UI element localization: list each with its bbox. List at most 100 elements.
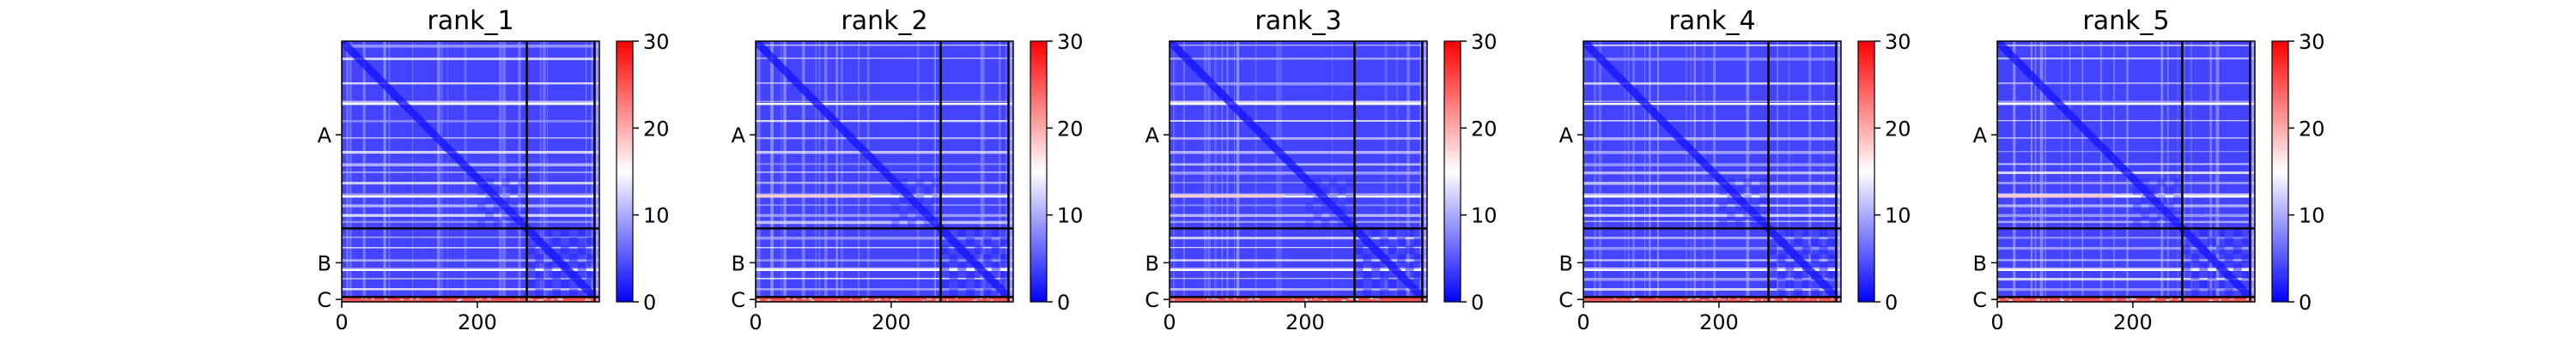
heatmap-chain-c-detail bbox=[861, 298, 865, 300]
heatmap-row-stripe bbox=[756, 214, 1013, 217]
heatmap-row-stripe bbox=[1997, 196, 2255, 198]
heatmap-block-texture bbox=[1727, 178, 1735, 187]
heatmap-block-texture bbox=[1321, 186, 1330, 196]
chain-label-B: B bbox=[1559, 251, 1573, 275]
heatmap-block-texture bbox=[509, 186, 519, 196]
heatmap-row-stripe bbox=[1170, 163, 1427, 166]
heatmap-block-texture bbox=[501, 195, 510, 203]
heatmap-row-stripe bbox=[1997, 182, 2255, 184]
heatmap-chain-c-detail bbox=[2060, 299, 2064, 302]
heatmap-block-texture bbox=[1827, 288, 1837, 298]
heatmap-row-stripe bbox=[1170, 247, 1427, 249]
heatmap-block-texture bbox=[957, 228, 967, 238]
heatmap-chain-c-detail bbox=[1348, 298, 1352, 300]
heatmap-block-texture bbox=[2241, 254, 2251, 263]
heatmap-block-texture bbox=[899, 195, 908, 203]
chain-label-B: B bbox=[318, 251, 331, 275]
heatmap-chain-c-detail bbox=[1242, 299, 1244, 302]
heatmap-block-texture bbox=[586, 271, 595, 280]
heatmap-row-stripe bbox=[1997, 220, 2255, 224]
heatmap-block-texture bbox=[577, 245, 586, 255]
heatmap-block-texture bbox=[535, 271, 544, 280]
heatmap-row-stripe bbox=[1997, 268, 2255, 270]
heatmap-chain-c-detail bbox=[385, 298, 388, 300]
heatmap-chain-c-detail bbox=[544, 298, 547, 299]
heatmap-block-texture bbox=[1371, 228, 1381, 238]
heatmap-row-stripe bbox=[1583, 247, 1841, 250]
heatmap-chain-c-detail bbox=[896, 299, 898, 302]
heatmap-chain-c-detail bbox=[2099, 298, 2103, 300]
heatmap-block-texture bbox=[1363, 271, 1372, 280]
heatmap-block-texture bbox=[1777, 271, 1786, 280]
heatmap-row-stripe bbox=[1170, 151, 1427, 154]
heatmap-chain-c-detail bbox=[526, 298, 530, 300]
heatmap-chain-c-detail bbox=[890, 298, 893, 301]
heatmap-chain-c-detail bbox=[874, 298, 878, 301]
heatmap-block-texture bbox=[982, 237, 992, 246]
x-tick-label: 0 bbox=[749, 310, 762, 334]
chain-label-B: B bbox=[732, 251, 745, 275]
heatmap-row-stripe bbox=[1997, 57, 2255, 60]
heatmap-row-stripe bbox=[756, 151, 1013, 154]
heatmap-block-texture bbox=[2132, 220, 2142, 228]
panel-title: rank_4 bbox=[1668, 6, 1755, 36]
heatmap-block-texture bbox=[2216, 262, 2225, 272]
heatmap-row-stripe bbox=[1170, 204, 1427, 207]
heatmap-chain-c-detail bbox=[926, 298, 929, 300]
heatmap-chain-c-detail bbox=[885, 298, 887, 300]
heatmap-row-stripe bbox=[342, 247, 599, 249]
heatmap-block-texture bbox=[1819, 228, 1828, 238]
panel-title: rank_3 bbox=[1255, 6, 1341, 36]
heatmap-block-texture bbox=[2165, 202, 2174, 212]
heatmap-block-texture bbox=[1371, 280, 1381, 289]
heatmap-block-texture bbox=[949, 288, 958, 298]
heatmap-block-texture bbox=[949, 237, 958, 246]
heatmap-block-texture bbox=[1794, 237, 1802, 246]
heatmap-block-texture bbox=[1768, 280, 1777, 289]
chain-label-C: C bbox=[731, 288, 745, 312]
heatmap-block-texture bbox=[1413, 271, 1423, 280]
heatmap-block-texture bbox=[949, 254, 958, 263]
heatmap-chain-c-detail bbox=[1345, 299, 1347, 302]
heatmap bbox=[1583, 41, 1841, 302]
heatmap-block-texture bbox=[2208, 288, 2216, 298]
heatmap bbox=[342, 41, 599, 302]
heatmap-block-texture bbox=[1751, 186, 1760, 196]
heatmap-block-texture bbox=[1785, 280, 1795, 289]
heatmap-chain-c-detail bbox=[1613, 298, 1616, 300]
heatmap-chain-c-detail bbox=[1304, 298, 1307, 300]
heatmap-block-texture bbox=[1819, 245, 1828, 255]
heatmap-chain-c-detail bbox=[892, 298, 895, 301]
heatmap-block-texture bbox=[552, 271, 561, 280]
heatmap-chain-c-detail bbox=[1760, 298, 1764, 301]
heatmap-block-texture bbox=[1313, 195, 1321, 203]
heatmap-chain-c-detail bbox=[2124, 298, 2129, 300]
colorbar bbox=[1443, 40, 1461, 303]
heatmap-block-texture bbox=[1827, 237, 1837, 246]
heatmap-row-stripe bbox=[1583, 259, 1841, 262]
heatmap-block-texture bbox=[999, 254, 1009, 263]
heatmap-chain-c-detail bbox=[2170, 298, 2172, 300]
heatmap-chain-c-detail bbox=[1171, 298, 1176, 301]
heatmap-block-texture bbox=[493, 220, 502, 228]
heatmap-block-texture bbox=[518, 211, 526, 220]
heatmap-block-texture bbox=[577, 228, 586, 238]
heatmap-block-texture bbox=[1321, 202, 1330, 212]
heatmap-block-texture bbox=[1785, 228, 1795, 238]
heatmap-block-texture bbox=[2199, 262, 2208, 272]
heatmap-chain-c-detail bbox=[588, 299, 591, 301]
heatmap-row-stripe bbox=[342, 100, 599, 104]
heatmap-block-texture bbox=[2173, 195, 2182, 203]
x-tick-label: 200 bbox=[458, 310, 497, 334]
heatmap-block-texture bbox=[2148, 202, 2158, 212]
heatmap-row-stripe bbox=[1997, 278, 2255, 281]
heatmap-block-texture bbox=[1380, 271, 1388, 280]
chain-label-A: A bbox=[318, 123, 332, 147]
chain-label-A: A bbox=[1973, 123, 1988, 147]
heatmap-chain-c-detail bbox=[410, 298, 413, 300]
heatmap-chain-c-detail bbox=[2020, 298, 2023, 299]
heatmap-chain-c-detail bbox=[861, 298, 866, 300]
